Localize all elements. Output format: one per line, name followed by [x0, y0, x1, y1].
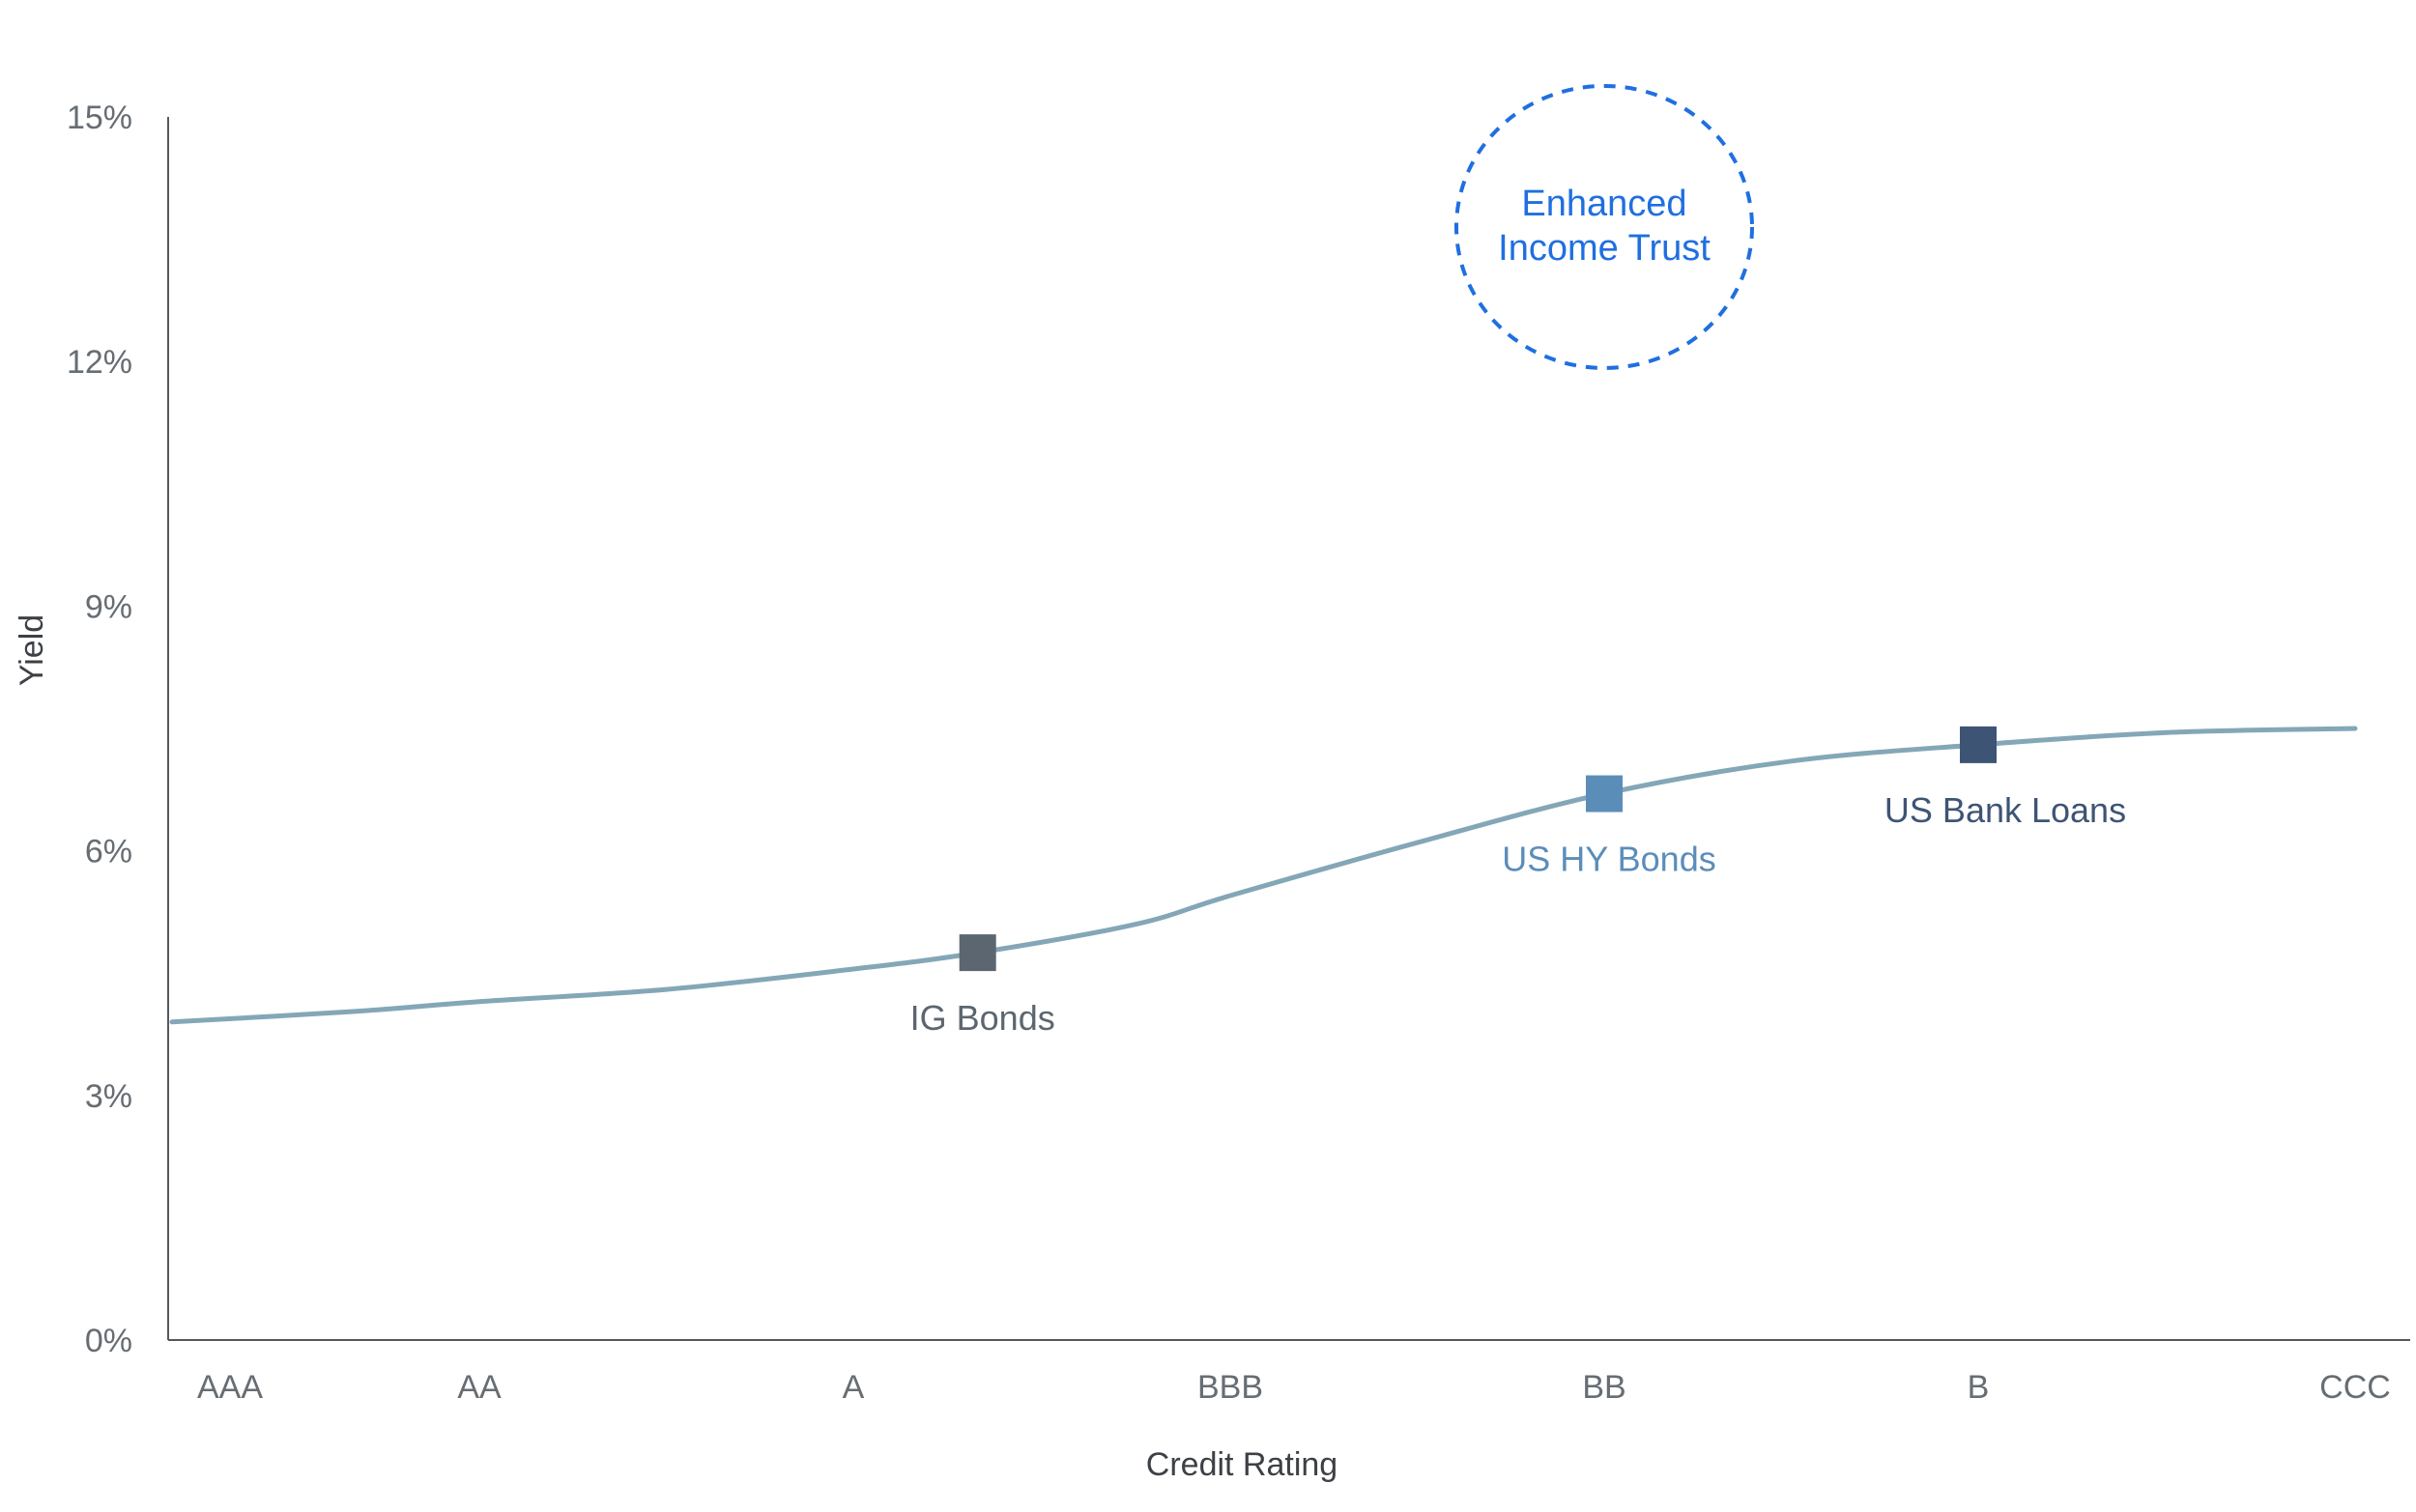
x-tick-label: B	[1968, 1369, 1990, 1406]
y-tick-label: 9%	[85, 588, 132, 625]
x-tick-label: BB	[1582, 1369, 1625, 1406]
x-tick-label: BBB	[1197, 1369, 1263, 1406]
x-axis-title: Credit Rating	[1146, 1446, 1337, 1483]
x-tick-label: AA	[457, 1369, 502, 1406]
data-point-marker	[959, 934, 996, 972]
y-tick-label: 12%	[67, 344, 132, 381]
data-point-label: IG Bonds	[910, 998, 1055, 1038]
data-points: IG Bonds US HY Bonds US Bank Loans	[910, 726, 2126, 1038]
annotation-label: Income Trust	[1498, 228, 1711, 269]
data-point-marker	[1586, 775, 1623, 813]
x-tick-labels: AAA AA A BBB BB B CCC	[197, 1369, 2391, 1406]
annotation-dashed-circle	[1454, 83, 1754, 370]
data-point-label: US HY Bonds	[1502, 840, 1715, 879]
x-tick-label: AAA	[197, 1369, 263, 1406]
y-tick-label: 3%	[85, 1078, 132, 1115]
y-tick-label: 15%	[67, 100, 132, 136]
yield-curve-line	[169, 726, 2358, 1025]
y-axis-title: Yield	[14, 614, 50, 686]
x-tick-label: CCC	[2319, 1369, 2391, 1406]
y-tick-label: 6%	[85, 834, 132, 870]
y-tick-labels: 0% 3% 6% 9% 12% 15%	[67, 100, 132, 1359]
y-tick-label: 0%	[85, 1323, 132, 1359]
annotation-label: Enhanced	[1521, 184, 1686, 224]
data-point-label: US Bank Loans	[1884, 790, 2126, 830]
data-point-marker	[1960, 726, 1997, 763]
x-tick-label: A	[843, 1369, 865, 1406]
